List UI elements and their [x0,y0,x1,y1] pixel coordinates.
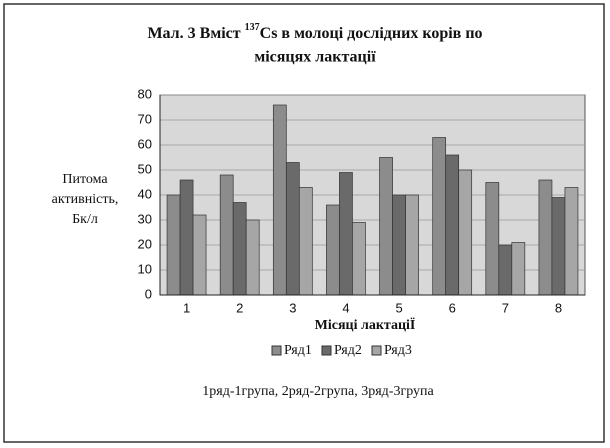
bar [166,194,181,296]
bar [432,137,447,296]
bar [179,179,194,296]
x-tick-label: 4 [342,300,349,315]
y-axis-label: Питома [62,172,108,187]
bar [339,172,353,296]
x-tick-label: 5 [395,300,402,315]
bar [232,202,247,296]
bar [192,214,207,296]
bar [551,197,566,296]
bar [298,187,313,296]
y-tick-label: 10 [138,261,152,276]
legend-label: Ряд3 [384,343,412,358]
bar [445,154,460,296]
bar [511,242,526,296]
y-tick-label: 80 [138,86,152,101]
y-tick-label: 30 [138,211,152,226]
y-tick-label: 20 [138,236,152,251]
y-tick-label: 0 [145,286,152,301]
bar [392,194,406,296]
bar [538,179,553,296]
bar [285,162,300,296]
x-tick-label: 8 [555,300,562,315]
title-superscript: 137 [245,22,260,33]
bar [272,104,287,296]
legend-label: Ряд2 [334,343,362,358]
bar [458,169,473,296]
bar [379,157,393,296]
y-axis-label: Бк/л [72,212,98,227]
legend-swatch [271,345,282,356]
bar [405,194,419,296]
note: 1ряд-1група, 2ряд-2група, 3ряд-3група [202,384,434,399]
x-axis-label: Місяці лактаціЇ [315,317,416,333]
y-tick-label: 50 [138,161,152,176]
bar [485,182,500,296]
legend-swatch [371,345,382,356]
chart-title: місяцях лактації [254,49,376,66]
x-tick-label: 1 [183,300,190,315]
y-tick-label: 60 [138,136,152,151]
legend-swatch [321,345,332,356]
x-tick-label: 3 [289,300,296,315]
chart-title: Мал. 3 Вміст 137Cs в молоці дослідних ко… [147,22,482,41]
bar [498,244,513,296]
x-tick-label: 6 [449,300,456,315]
y-tick-label: 70 [138,111,152,126]
bar [352,222,366,296]
x-tick-label: 2 [236,300,243,315]
bar [245,219,260,296]
y-tick-label: 40 [138,186,152,201]
y-axis-label: активність, [52,192,119,207]
title-part: Мал. 3 Вміст [147,25,244,42]
bar [326,204,340,296]
legend-label: Ряд1 [284,343,312,358]
bar [564,187,579,296]
title-part: Cs в молоці дослідних корів по [260,25,483,42]
x-tick-label: 7 [502,300,509,315]
bar [219,174,234,296]
